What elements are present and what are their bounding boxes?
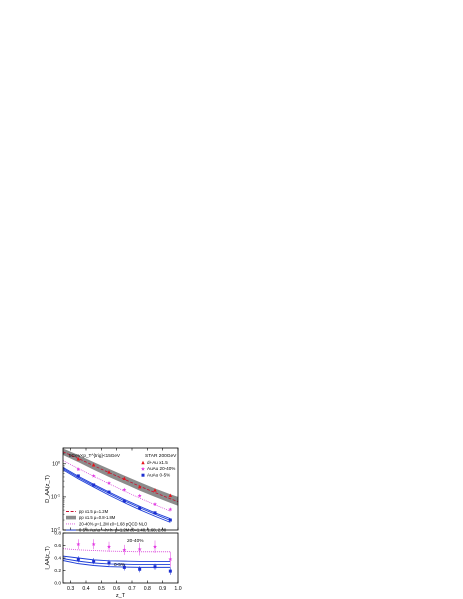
label-20-40: 20-40% [127,538,144,544]
data-point-lower-1-5 [153,565,157,569]
x-tick-label-7: 1.0 [174,586,181,592]
upper-panel: 10-2 10-1 100 D_AA(z_T) 8GeV<p_T^{trig}<15Ge… [45,447,179,534]
lower-ytick-label-1: 0.2 [54,568,61,574]
data-point-upper-2-5 [153,511,157,515]
star-annotation: STAR 200GeV [145,453,177,459]
data-point-lower-0-6 [168,557,173,561]
theory-line-lower-3 [62,560,171,568]
data-point-upper-2-2 [107,490,111,494]
legend-marker-1 [141,466,145,471]
data-point-upper-1-4 [137,493,142,498]
legend-series-label-1: AuAu 20-40% [147,466,175,471]
legend-theory-label-0: pp x1.5 μ=1.2M [79,509,109,514]
data-point-upper-0-5 [153,488,157,492]
x-tick-label-0: 0.3 [67,586,74,592]
theory-line-upper-1 [62,460,171,512]
theory-line-upper-2 [62,466,171,520]
legend-theory-label-1: pp x1.5 μ=0.8-1.8M [79,515,116,520]
legend-series-label-2: AuAu 0-5% [147,472,170,477]
data-point-upper-1-3 [122,487,127,492]
lower-panel: 0.0 0.2 0.4 0.6 0.8 0.3 0.4 0.5 0.6 0.7 0.8 0.9 1.0 I… [45,531,182,599]
data-point-lower-0-0 [76,542,81,546]
upper-ytick-exponent-2: 0 [58,460,60,464]
x-tick-label-2: 0.5 [98,586,105,592]
data-point-upper-0-4 [137,484,142,489]
lower-y-axis-label: I_AA(z_T) [45,546,51,570]
band-pp-mu-range [63,448,178,506]
theory-line-upper-3 [62,468,171,521]
data-point-lower-1-4 [138,567,142,571]
theory-line-lower-2 [62,558,171,566]
upper-ytick-label-0: 10-2 [51,527,60,534]
data-point-lower-0-2 [107,544,111,549]
upper-ytick-label-2: 100 [52,460,60,467]
x-tick-label-1: 0.4 [82,586,89,592]
x-tick-label-4: 0.7 [128,586,135,592]
data-point-upper-2-6 [168,518,172,522]
data-point-lower-0-1 [91,542,96,546]
data-point-upper-2-1 [92,483,96,487]
lower-ytick-label-0: 0.0 [54,581,61,587]
lower-ytick-label-4: 0.8 [54,531,61,537]
data-point-lower-1-2 [107,561,111,565]
legend-theory-label-3: 0-5% AuAu →h+h- μ=1.2M ε0=1.48, 1.68, 2.… [79,528,167,533]
data-point-upper-1-0 [76,467,81,472]
label-0-5: 0-5% [114,562,126,568]
theory-line-lower-1 [62,555,171,562]
data-point-upper-1-2 [107,481,111,485]
data-point-upper-1-5 [153,502,157,506]
data-point-lower-0-3 [122,547,127,552]
x-tick-label-3: 0.6 [113,586,120,592]
lower-ytick-label-3: 0.6 [54,543,61,549]
data-point-upper-0-3 [122,476,127,480]
data-point-lower-0-4 [137,547,142,551]
x-tick-label-5: 0.8 [144,586,151,592]
theory-line-lower-0 [62,548,171,553]
data-point-upper-0-6 [168,493,173,498]
data-point-lower-1-3 [122,565,126,569]
legend-band-swatch [66,515,76,520]
legend-marker-2 [141,473,145,477]
lower-ytick-label-2: 0.4 [54,556,61,562]
data-point-upper-0-2 [107,470,111,474]
data-point-upper-2-4 [138,506,142,510]
kinematics-annotation: 8GeV<p_T^{trig}<15GeV [69,453,121,458]
upper-ytick-exponent-1: -1 [57,493,60,497]
upper-ytick-label-1: 10-1 [51,493,60,500]
legend-marker-0 [141,460,145,465]
data-point-upper-2-3 [122,499,126,503]
legend-series-label-0: d+Au x1.5 [147,460,168,465]
x-axis-label: z_T [116,593,126,599]
data-point-upper-1-1 [91,473,96,478]
data-point-upper-0-0 [76,456,81,461]
legend-theory-label-2: 20-40% μ=1.2M ε0=1.68 pQCD NLO [79,521,148,526]
upper-ytick-exponent-0: -2 [57,527,60,531]
data-point-upper-0-1 [91,462,96,467]
data-point-upper-1-6 [168,507,173,512]
upper-y-axis-label: D_AA(z_T) [45,475,51,503]
data-point-lower-1-0 [76,557,80,561]
data-point-lower-1-1 [92,559,96,563]
data-point-lower-0-5 [153,544,157,549]
upper-plot-frame [62,447,179,531]
theory-line-upper-4 [62,469,171,523]
data-point-upper-2-0 [76,474,80,478]
data-point-lower-1-6 [168,569,172,573]
x-tick-label-6: 0.9 [159,586,166,592]
